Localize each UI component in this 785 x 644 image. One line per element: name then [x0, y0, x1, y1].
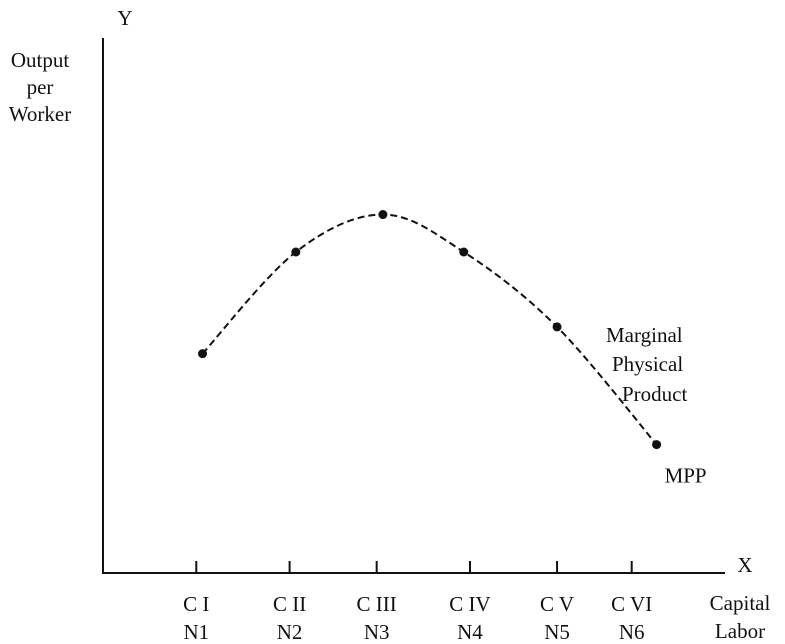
x-tick-label: C I	[183, 592, 209, 616]
curve-label: Physical	[612, 352, 683, 376]
labor-label: N1	[183, 620, 209, 644]
curve-label: Product	[622, 382, 687, 406]
x-axis-title: Labor	[715, 619, 765, 643]
curve-label: Marginal	[606, 323, 683, 347]
point	[552, 322, 562, 332]
labor-label: N3	[364, 620, 390, 644]
x-tick-label: C III	[357, 592, 397, 616]
y-axis-title: Output	[11, 48, 70, 72]
y-axis-title: per	[27, 75, 54, 99]
labor-label: N4	[457, 620, 483, 644]
point	[652, 440, 662, 450]
x-tick-label: C VI	[611, 592, 652, 616]
point	[378, 210, 388, 220]
y-axis-title: Worker	[9, 102, 71, 126]
curve	[201, 213, 658, 446]
labor-label: N5	[544, 620, 570, 644]
point	[459, 247, 469, 257]
series-label: MPP	[665, 463, 707, 487]
y-axis-letter: Y	[117, 6, 132, 30]
x-tick-label: C IV	[449, 592, 490, 616]
point	[291, 247, 301, 257]
x-axis-letter: X	[737, 553, 752, 577]
x-axis-title: Capital	[710, 591, 771, 615]
labor-label: N2	[277, 620, 303, 644]
x-tick-label: C II	[273, 592, 306, 616]
x-tick-label: C V	[540, 592, 574, 616]
labor-label: N6	[619, 620, 645, 644]
point	[198, 349, 208, 359]
